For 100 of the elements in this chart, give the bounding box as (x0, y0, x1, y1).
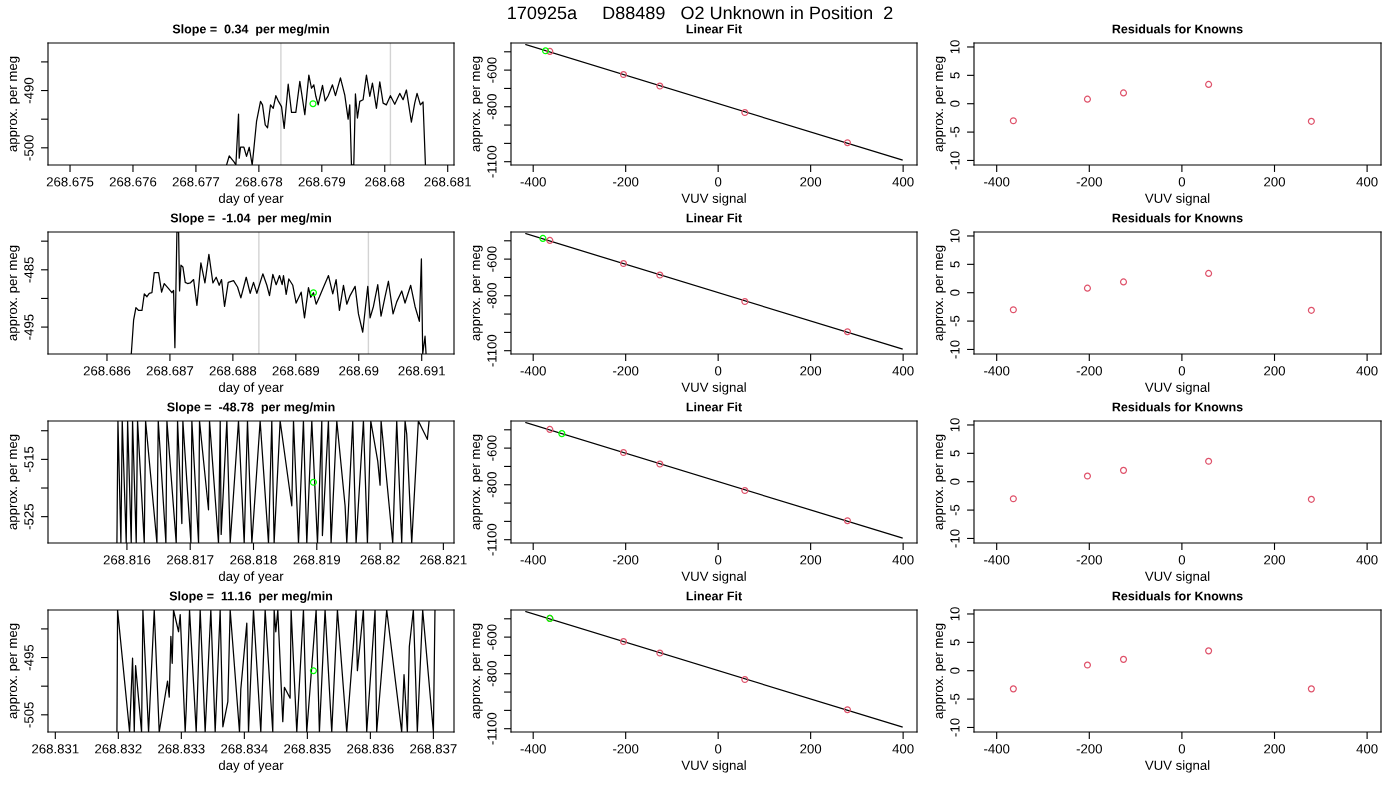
x-tick-label: 200 (800, 744, 822, 754)
x-tick-label: 268.834 (221, 744, 268, 754)
x-tick-label: -200 (613, 744, 639, 754)
y-tick-label: -10 (950, 718, 960, 737)
x-tick-label: 400 (1356, 744, 1378, 754)
chart-title: Slope = -1.04 per meg/min (170, 213, 331, 225)
x-tick-label: -400 (520, 744, 546, 754)
y-axis-title: approx. per meg (9, 245, 20, 341)
y-tick-label: -10 (950, 151, 960, 170)
x-tick-label: -200 (1076, 744, 1102, 754)
y-tick-label: 5 (950, 639, 960, 646)
chart-title: Residuals for Knowns (1112, 24, 1243, 34)
x-tick-label: 400 (1356, 555, 1378, 565)
x-tick-label: 400 (892, 555, 914, 565)
y-tick-label: -5 (950, 693, 960, 705)
x-tick-label: 268.687 (146, 366, 194, 376)
y-axis-title: approx. per meg (472, 434, 483, 530)
x-tick-label: 268.818 (230, 555, 277, 565)
x-axis-title: VUV signal (1144, 382, 1210, 395)
x-tick-label: 200 (1264, 177, 1285, 187)
x-axis-title: day of year (218, 760, 284, 773)
x-tick-label: 268.678 (235, 177, 283, 187)
y-tick-label: 0 (950, 100, 960, 107)
x-axis-title: day of year (218, 193, 284, 206)
x-tick-label: 268.681 (424, 177, 471, 187)
x-tick-label: 400 (892, 744, 914, 754)
x-tick-label: -400 (984, 177, 1010, 187)
y-tick-label: -800 (487, 283, 497, 309)
x-tick-label: 200 (800, 366, 822, 376)
x-tick-label: 200 (1264, 744, 1285, 754)
x-axis-title: day of year (218, 571, 284, 584)
x-tick-label: 0 (1178, 366, 1186, 376)
x-tick-label: -200 (613, 555, 639, 565)
x-tick-label: 200 (800, 177, 822, 187)
y-axis-title: approx. per meg (472, 245, 483, 341)
text: 170925a D88489 O2 Unknown in Position 2 (508, 6, 893, 20)
y-tick-label: -10 (950, 340, 960, 359)
x-tick-label: -400 (520, 177, 546, 187)
y-tick-label: -1100 (487, 145, 497, 178)
x-axis-title: VUV signal (681, 193, 746, 206)
x-tick-label: -400 (984, 744, 1010, 754)
x-tick-label: 0 (1178, 744, 1186, 754)
y-tick-label: -505 (24, 702, 34, 728)
chart-title: Linear Fit (686, 402, 742, 412)
x-tick-label: -200 (1076, 366, 1102, 376)
y-axis-title: approx. per meg (9, 623, 20, 719)
y-tick-label: -1100 (487, 712, 497, 745)
x-tick-label: -400 (984, 555, 1010, 565)
chart-title: Slope = -48.78 per meg/min (167, 402, 335, 414)
x-axis-title: day of year (218, 382, 284, 395)
y-tick-label: -525 (24, 504, 34, 530)
chart-title: Slope = 11.16 per meg/min (169, 591, 333, 603)
x-tick-label: 0 (715, 366, 722, 376)
x-tick-label: 268.689 (272, 366, 320, 376)
chart-title: Residuals for Knowns (1112, 591, 1243, 601)
x-axis-title: VUV signal (1144, 571, 1210, 584)
x-tick-label: 0 (1178, 555, 1186, 565)
x-tick-label: 268.835 (284, 744, 331, 754)
y-tick-label: -485 (24, 257, 34, 283)
y-tick-label: 10 (950, 418, 960, 432)
x-tick-label: -400 (520, 555, 546, 565)
x-tick-label: 400 (892, 366, 914, 376)
y-tick-label: -600 (487, 624, 497, 650)
x-tick-label: 200 (800, 555, 822, 565)
x-tick-label: -200 (613, 366, 639, 376)
y-tick-label: -5 (950, 504, 960, 516)
y-tick-label: -600 (487, 57, 497, 83)
y-tick-label: -800 (487, 661, 497, 687)
y-tick-label: 0 (950, 667, 960, 674)
y-tick-label: -490 (24, 77, 34, 104)
x-tick-label: 268.819 (293, 555, 341, 565)
x-tick-label: 268.688 (209, 366, 257, 376)
y-axis-title: approx. per meg (935, 434, 946, 530)
y-tick-label: 5 (950, 72, 960, 79)
y-tick-label: -500 (24, 135, 34, 161)
x-tick-label: -200 (1076, 555, 1102, 565)
x-tick-label: 268.68 (365, 177, 405, 187)
y-tick-label: -600 (487, 246, 497, 272)
chart-title: Linear Fit (686, 591, 742, 601)
x-axis-title: VUV signal (681, 571, 746, 584)
chart-title: Residuals for Knowns (1112, 213, 1243, 223)
x-axis-title: VUV signal (681, 382, 746, 395)
y-axis-title: approx. per meg (9, 56, 20, 152)
x-tick-label: 268.677 (172, 177, 220, 187)
x-tick-label: 268.676 (109, 177, 157, 187)
chart-title: Linear Fit (686, 213, 742, 223)
chart-title: Residuals for Knowns (1112, 402, 1243, 412)
x-tick-label: 0 (715, 744, 722, 754)
y-axis-title: approx. per meg (935, 245, 946, 341)
y-tick-label: 10 (950, 607, 960, 621)
y-tick-label: -800 (487, 94, 497, 120)
chart-title: Slope = 0.34 per meg/min (172, 24, 329, 36)
x-tick-label: 268.836 (347, 744, 394, 754)
y-tick-label: -1100 (487, 334, 497, 367)
y-tick-label: -515 (24, 446, 34, 472)
x-tick-label: 268.675 (46, 177, 94, 187)
y-tick-label: -495 (24, 314, 34, 340)
x-tick-label: 200 (1264, 555, 1285, 565)
x-tick-label: 0 (715, 177, 722, 187)
y-axis-title: approx. per meg (472, 623, 483, 719)
